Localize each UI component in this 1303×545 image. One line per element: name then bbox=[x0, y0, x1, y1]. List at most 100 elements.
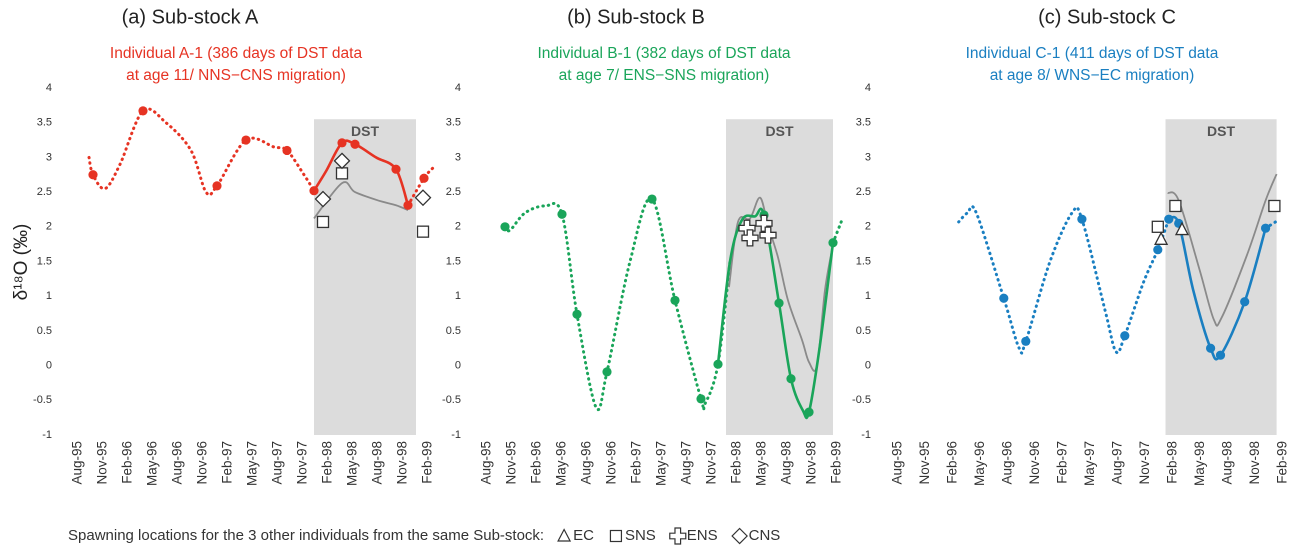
shade-layer bbox=[314, 119, 1277, 435]
dotted-line bbox=[957, 204, 1171, 355]
x-tick-label: Nov-97 bbox=[295, 441, 310, 485]
panel-subtitle: at age 7/ ENS−SNS migration) bbox=[559, 67, 770, 84]
y-tick-label: 2 bbox=[455, 221, 461, 233]
y-tick-label: 3 bbox=[455, 151, 461, 163]
data-point bbox=[999, 293, 1009, 303]
data-point bbox=[1206, 343, 1216, 353]
x-tick-label: Nov-95 bbox=[917, 441, 932, 485]
data-point bbox=[350, 139, 360, 149]
dst-label: DST bbox=[1207, 123, 1235, 139]
data-point bbox=[804, 407, 814, 417]
x-tick-label: May-97 bbox=[1082, 441, 1097, 486]
plot-layer: (a) Sub-stock A Individual A-1 (386 days … bbox=[11, 6, 1289, 545]
y-tick-label: 2 bbox=[46, 221, 52, 233]
y-tick-label: -1 bbox=[42, 429, 52, 441]
data-point bbox=[241, 135, 251, 145]
square-marker bbox=[1169, 199, 1182, 213]
x-tick-label: Aug-95 bbox=[889, 441, 904, 485]
x-tick-label: Feb-96 bbox=[944, 441, 959, 484]
x-tick-label: Nov-97 bbox=[704, 441, 719, 485]
panel-title: (b) Sub-stock B bbox=[567, 6, 705, 28]
data-point bbox=[572, 309, 582, 319]
x-tick-label: Aug-95 bbox=[70, 441, 85, 485]
x-tick-label: May-97 bbox=[245, 441, 260, 486]
y-tick-label: 1.5 bbox=[856, 255, 871, 267]
y-tick-label: 4 bbox=[865, 82, 871, 94]
data-point bbox=[337, 138, 347, 148]
legend-label: SNS bbox=[625, 527, 656, 544]
y-tick-label: 0 bbox=[46, 360, 52, 372]
x-tick-label: May-98 bbox=[345, 441, 360, 486]
x-tick-label: Aug-98 bbox=[370, 441, 385, 485]
footer-text: Spawning locations for the 3 other indiv… bbox=[68, 527, 544, 544]
gray-line bbox=[313, 181, 409, 220]
data-point bbox=[1021, 336, 1031, 346]
x-tick-label: Nov-98 bbox=[1247, 441, 1262, 485]
data-point bbox=[557, 209, 567, 219]
x-tick-label: Feb-96 bbox=[529, 441, 544, 484]
diamond-marker bbox=[414, 189, 432, 207]
square-marker bbox=[416, 225, 430, 238]
data-point bbox=[138, 106, 148, 116]
legend-label: CNS bbox=[749, 527, 781, 544]
data-point bbox=[1077, 214, 1087, 224]
x-tick-label: May-98 bbox=[754, 441, 769, 486]
data-point bbox=[212, 181, 222, 191]
data-point bbox=[774, 298, 784, 308]
y-tick-label: 2.5 bbox=[856, 186, 871, 198]
x-tick-label: Feb-98 bbox=[1164, 441, 1179, 484]
data-point bbox=[282, 145, 292, 156]
x-tick-label: Feb-97 bbox=[629, 441, 644, 484]
y-tick-label: 0 bbox=[455, 360, 461, 372]
x-tick-label: Aug-97 bbox=[679, 441, 694, 485]
panel-subtitle: Individual C-1 (411 days of DST data bbox=[966, 45, 1219, 62]
x-tick-label: Feb-98 bbox=[729, 441, 744, 484]
y-tick-label: -1 bbox=[451, 429, 461, 441]
x-tick-label: Aug-96 bbox=[999, 441, 1014, 485]
panel-title: (a) Sub-stock A bbox=[122, 6, 259, 28]
x-tick-label: Aug-98 bbox=[1219, 441, 1234, 485]
x-tick-label: Aug-95 bbox=[479, 441, 494, 485]
y-tick-label: 0.5 bbox=[37, 325, 52, 337]
dst-shade bbox=[726, 119, 833, 435]
data-point bbox=[786, 374, 796, 384]
panel-title: (c) Sub-stock C bbox=[1038, 6, 1176, 28]
legend-label: EC bbox=[573, 527, 594, 544]
diamond-marker bbox=[333, 152, 351, 170]
cross-marker bbox=[669, 527, 687, 545]
panel-subtitle: at age 8/ WNS−EC migration) bbox=[990, 67, 1195, 84]
x-tick-label: Nov-96 bbox=[604, 441, 619, 485]
cross-marker bbox=[741, 229, 759, 247]
data-point bbox=[670, 295, 680, 305]
x-tick-label: Feb-97 bbox=[1054, 441, 1069, 484]
square-marker bbox=[1268, 199, 1281, 213]
cross-marker bbox=[759, 226, 777, 244]
data-point bbox=[1261, 223, 1271, 233]
data-point bbox=[403, 200, 413, 210]
dst-label: DST bbox=[766, 123, 794, 139]
y-tick-label: 0.5 bbox=[446, 325, 461, 337]
y-tick-label: -0.5 bbox=[442, 394, 461, 406]
x-tick-label: Aug-97 bbox=[270, 441, 285, 485]
y-tick-label: 0.5 bbox=[856, 325, 871, 337]
x-tick-label: May-96 bbox=[972, 441, 987, 486]
panel-subtitle: at age 11/ NNS−CNS migration) bbox=[126, 67, 346, 84]
y-tick-label: 3.5 bbox=[446, 117, 461, 129]
x-tick-label: May-96 bbox=[554, 441, 569, 486]
data-point bbox=[1240, 297, 1250, 307]
x-tick-label: Feb-97 bbox=[220, 441, 235, 484]
dotted-line bbox=[87, 107, 316, 197]
x-tick-label: Aug-97 bbox=[1109, 441, 1124, 485]
y-tick-label: 2 bbox=[865, 221, 871, 233]
data-point bbox=[647, 194, 657, 204]
diamond-marker bbox=[731, 527, 748, 545]
data-point bbox=[1153, 245, 1163, 255]
x-tick-label: Nov-95 bbox=[95, 441, 110, 485]
x-tick-label: Feb-99 bbox=[420, 441, 435, 484]
x-tick-label: Nov-96 bbox=[195, 441, 210, 485]
data-point bbox=[696, 394, 706, 404]
data-point bbox=[1120, 331, 1130, 341]
triangle-marker bbox=[1154, 231, 1169, 245]
